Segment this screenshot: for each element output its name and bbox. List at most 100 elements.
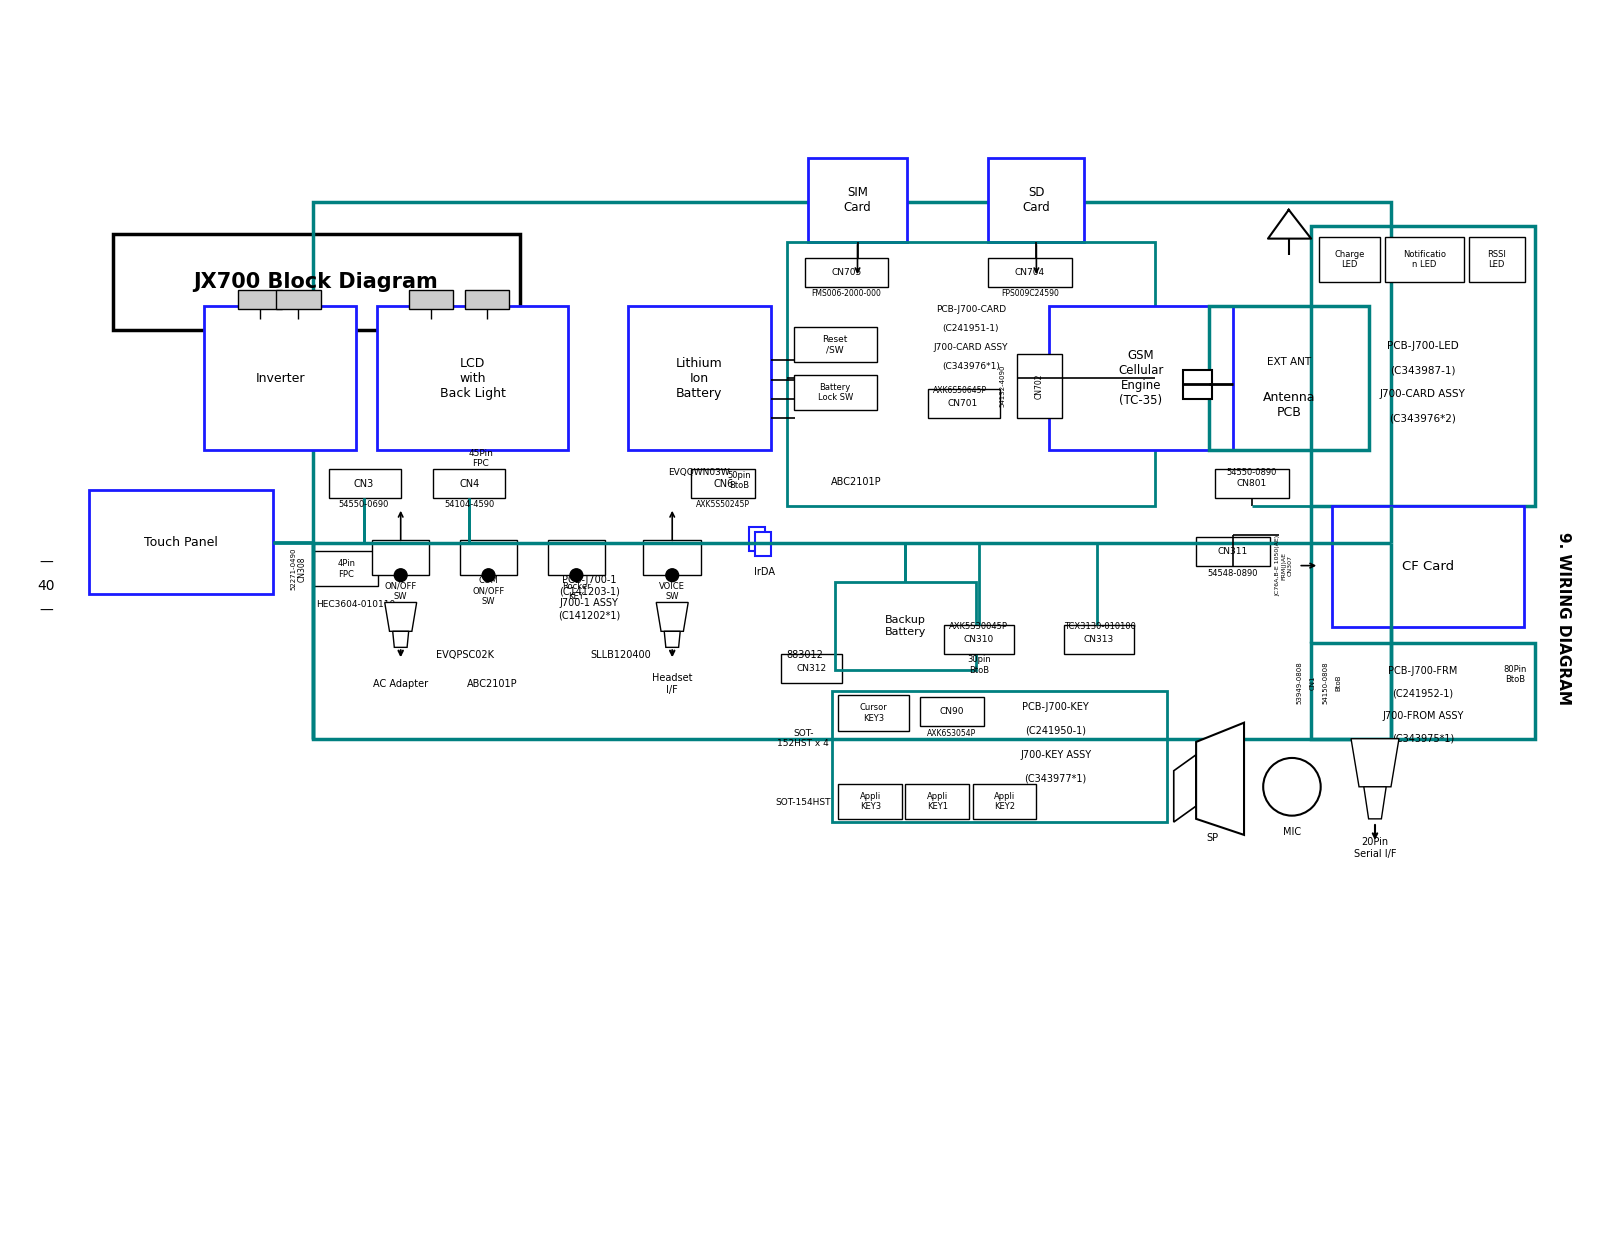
Text: GSM
Cellular
Engine
(TC-35): GSM Cellular Engine (TC-35) <box>1118 349 1163 407</box>
Text: SP: SP <box>1206 833 1218 844</box>
Text: CN6: CN6 <box>714 479 733 489</box>
Text: CN3: CN3 <box>354 479 374 489</box>
Polygon shape <box>384 602 416 631</box>
Bar <box>1064 625 1134 654</box>
Text: AXK5S50245P: AXK5S50245P <box>696 500 750 510</box>
Text: Battery
Lock SW: Battery Lock SW <box>818 382 853 402</box>
Bar <box>1469 238 1525 282</box>
Polygon shape <box>1174 755 1197 823</box>
Text: AXK5S30045P: AXK5S30045P <box>949 622 1008 631</box>
Bar <box>238 289 283 309</box>
Text: CN702: CN702 <box>1035 374 1045 398</box>
Bar <box>1216 469 1288 499</box>
Bar <box>749 527 765 552</box>
Bar <box>794 327 877 362</box>
Bar <box>547 541 605 575</box>
Circle shape <box>666 569 678 581</box>
Bar <box>691 469 755 499</box>
Bar <box>794 375 877 411</box>
Text: J700-KEY ASSY: J700-KEY ASSY <box>1019 750 1091 760</box>
Text: HEC3604-010110: HEC3604-010110 <box>317 600 395 609</box>
Text: Rocker
KEY: Rocker KEY <box>562 581 590 601</box>
Circle shape <box>1262 758 1320 815</box>
Text: FPS009C24590: FPS009C24590 <box>1002 288 1059 298</box>
Text: PCB-J700-CARD: PCB-J700-CARD <box>936 304 1006 314</box>
Text: 53949-0808: 53949-0808 <box>1298 662 1302 704</box>
Bar <box>114 234 520 330</box>
Text: 45Pin
FPC: 45Pin FPC <box>469 449 493 468</box>
Bar <box>781 654 842 683</box>
Text: JC76A,B-E 1050(AE)
FRM(J)AE
CN307: JC76A,B-E 1050(AE) FRM(J)AE CN307 <box>1275 536 1293 596</box>
Bar <box>464 289 509 309</box>
Text: (C343975*1): (C343975*1) <box>1392 734 1454 743</box>
Text: AXK6S50645P: AXK6S50645P <box>933 386 987 396</box>
Bar <box>928 390 1000 418</box>
Text: 30pin
BtoB: 30pin BtoB <box>966 656 990 674</box>
Circle shape <box>482 569 494 581</box>
Text: CN4: CN4 <box>459 479 480 489</box>
Text: 4Pin
FPC: 4Pin FPC <box>338 559 355 579</box>
Polygon shape <box>1363 787 1386 819</box>
Text: PCB-J700-LED: PCB-J700-LED <box>1387 341 1459 351</box>
Bar <box>920 696 984 726</box>
Text: 52271-0490: 52271-0490 <box>291 548 296 590</box>
Bar <box>989 257 1072 287</box>
Bar <box>1384 238 1464 282</box>
Text: (C241951-1): (C241951-1) <box>942 324 998 333</box>
Bar <box>944 625 1014 654</box>
Text: 9. WIRING DIAGRAM: 9. WIRING DIAGRAM <box>1555 532 1571 705</box>
Bar <box>989 158 1085 241</box>
Text: SIM
Card: SIM Card <box>843 186 872 214</box>
Text: ABC2101P: ABC2101P <box>830 477 882 487</box>
Text: SLLB120400: SLLB120400 <box>590 651 651 661</box>
Text: 20Pin
Serial I/F: 20Pin Serial I/F <box>1354 837 1397 858</box>
Text: Lithium
Ion
Battery: Lithium Ion Battery <box>675 356 723 400</box>
Bar <box>330 469 400 499</box>
Text: LCD
with
Back Light: LCD with Back Light <box>440 356 506 400</box>
Text: BtoB: BtoB <box>1336 674 1341 691</box>
Circle shape <box>570 569 582 581</box>
Polygon shape <box>392 631 408 647</box>
Bar <box>315 552 378 586</box>
Text: EVQQWN03W: EVQQWN03W <box>669 468 730 477</box>
Text: MIC: MIC <box>1283 826 1301 836</box>
Text: Appli
KEY1: Appli KEY1 <box>926 792 947 811</box>
Text: Notificatio
n LED: Notificatio n LED <box>1403 250 1446 270</box>
Text: VOICE
SW: VOICE SW <box>659 581 685 601</box>
Text: SOT-
152HST x 4: SOT- 152HST x 4 <box>778 729 829 748</box>
Bar <box>371 541 429 575</box>
Text: RSSI
LED: RSSI LED <box>1486 250 1506 270</box>
Bar <box>838 695 909 731</box>
Text: (C343976*1): (C343976*1) <box>942 362 1000 371</box>
Text: (C343976*2): (C343976*2) <box>1389 413 1456 423</box>
Text: COM
ON/OFF
SW: COM ON/OFF SW <box>472 576 504 606</box>
Bar <box>1018 354 1062 418</box>
Text: CN312: CN312 <box>797 664 826 673</box>
Text: Cursor
KEY3: Cursor KEY3 <box>859 704 888 722</box>
Bar <box>787 241 1155 506</box>
Text: Appli
KEY3: Appli KEY3 <box>859 792 882 811</box>
Bar <box>90 490 274 595</box>
Polygon shape <box>1350 738 1398 787</box>
Bar <box>755 532 771 555</box>
Text: AXK6S3054P: AXK6S3054P <box>926 730 976 738</box>
Bar <box>805 257 888 287</box>
Text: 54132-4090: 54132-4090 <box>1000 365 1006 407</box>
Text: CN311: CN311 <box>1218 547 1248 555</box>
Text: —: — <box>40 555 53 569</box>
Text: CN704: CN704 <box>1014 267 1045 277</box>
Text: 80Pin
BtoB: 80Pin BtoB <box>1504 666 1528 684</box>
Text: JX700 Block Diagram: JX700 Block Diagram <box>194 272 438 292</box>
Bar <box>906 783 970 819</box>
Text: 40: 40 <box>37 579 54 594</box>
Bar <box>832 690 1168 823</box>
Text: 54550-0890: 54550-0890 <box>1227 468 1277 477</box>
Bar <box>1310 642 1534 738</box>
Bar <box>277 289 322 309</box>
Text: (C343987-1): (C343987-1) <box>1390 365 1456 375</box>
Bar <box>643 541 701 575</box>
Bar <box>1050 306 1234 450</box>
Text: AC Adapter: AC Adapter <box>373 679 429 689</box>
Polygon shape <box>664 631 680 647</box>
Text: 50pin
BtoB: 50pin BtoB <box>728 471 750 490</box>
